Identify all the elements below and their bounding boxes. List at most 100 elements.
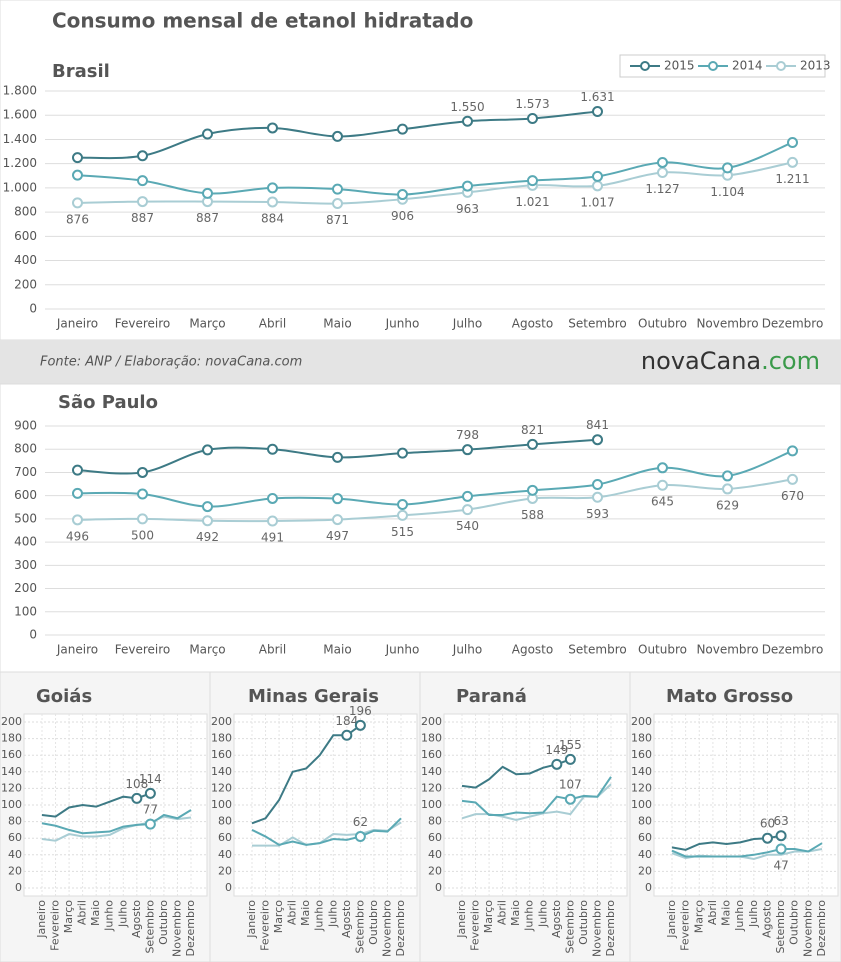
y-tick-label: 80 xyxy=(428,815,442,828)
y-tick-label: 200 xyxy=(14,581,37,595)
x-tick-label: Novembro xyxy=(170,900,183,957)
x-tick-label: Dezembro xyxy=(815,900,828,957)
y-tick-label: 900 xyxy=(14,419,37,433)
series-line xyxy=(77,141,793,196)
marker xyxy=(527,112,538,124)
x-tick-label: Novembro xyxy=(380,900,393,957)
chart: Paraná 0 20 40 60 80 100 120 140 160 180 200 Janeiro… xyxy=(421,686,628,957)
x-tick-label: Julho xyxy=(536,900,549,928)
x-tick-label: Junho xyxy=(385,317,420,331)
chart-title: Goiás xyxy=(36,686,92,707)
panel-brasil xyxy=(0,0,841,341)
marker xyxy=(787,473,798,485)
value-label: 62 xyxy=(353,815,368,829)
series-line xyxy=(77,161,793,205)
marker xyxy=(775,830,787,842)
marker xyxy=(131,792,143,804)
y-tick-label: 0 xyxy=(29,302,37,316)
x-tick-label: Outubro xyxy=(638,317,687,331)
x-tick-label: Maio xyxy=(720,900,733,926)
y-tick-label: 400 xyxy=(14,253,37,267)
value-label: 884 xyxy=(261,211,284,225)
x-tick-label: Fevereiro xyxy=(259,900,272,951)
x-tick-label: Outubro xyxy=(577,900,590,945)
y-tick-label: 600 xyxy=(14,488,37,502)
y-tick-label: 20 xyxy=(428,864,442,877)
y-tick-label: 200 xyxy=(14,277,37,291)
x-tick-label: Agosto xyxy=(340,900,353,938)
series-line xyxy=(41,809,192,835)
series-line xyxy=(251,817,402,846)
marker xyxy=(462,504,473,516)
x-tick-label: Outubro xyxy=(788,900,801,945)
footer-band xyxy=(0,340,841,384)
y-tick-label: 120 xyxy=(631,781,652,794)
value-label: 629 xyxy=(716,498,739,512)
value-label: 155 xyxy=(559,738,582,752)
x-tick-label: Maio xyxy=(509,900,522,926)
value-label: 821 xyxy=(521,423,544,437)
series-line xyxy=(41,815,192,842)
y-tick-label: 40 xyxy=(8,848,22,861)
y-tick-label: 100 xyxy=(14,604,37,618)
x-tick-label: Julho xyxy=(452,317,482,331)
value-label: 588 xyxy=(521,508,544,522)
value-label: 1.127 xyxy=(645,182,679,196)
value-label: 60 xyxy=(760,817,775,831)
value-label: 114 xyxy=(139,772,162,786)
y-tick-label: 60 xyxy=(8,831,22,844)
marker xyxy=(332,183,343,195)
marker xyxy=(332,493,343,505)
y-tick-label: 0 xyxy=(225,881,232,894)
value-label: 871 xyxy=(326,213,349,227)
value-label: 184 xyxy=(335,714,358,728)
value-label: 887 xyxy=(196,211,219,225)
marker xyxy=(267,182,278,194)
marker xyxy=(787,156,798,168)
value-label: 77 xyxy=(143,803,158,817)
marker xyxy=(202,187,213,199)
x-tick-label: Julho xyxy=(326,900,339,928)
value-label: 798 xyxy=(456,428,479,442)
legend-label: 2014 xyxy=(732,59,763,73)
x-tick-label: Março xyxy=(272,900,285,934)
marker xyxy=(267,443,278,455)
marker xyxy=(267,122,278,134)
y-tick-label: 100 xyxy=(211,798,232,811)
x-tick-label: Janeiro xyxy=(56,643,98,657)
x-tick-label: Junho xyxy=(733,900,746,932)
y-tick-label: 140 xyxy=(631,765,652,778)
marker xyxy=(397,509,408,521)
marker xyxy=(202,501,213,513)
value-label: 906 xyxy=(391,209,414,223)
y-tick-label: 100 xyxy=(631,798,652,811)
y-tick-label: 400 xyxy=(14,535,37,549)
x-tick-label: Abril xyxy=(259,643,286,657)
chart-title: Paraná xyxy=(456,686,527,707)
panel-sp xyxy=(0,383,841,673)
x-tick-label: Fevereiro xyxy=(469,900,482,951)
marker xyxy=(267,492,278,504)
x-tick-label: Abril xyxy=(286,900,299,925)
legend-marker xyxy=(776,61,786,71)
x-tick-label: Dezembro xyxy=(762,317,824,331)
marker xyxy=(564,793,576,805)
y-tick-label: 180 xyxy=(1,732,22,745)
value-label: 1.017 xyxy=(580,195,614,209)
marker xyxy=(462,180,473,192)
x-tick-label: Abril xyxy=(76,900,89,925)
x-tick-label: Julho xyxy=(452,643,482,657)
marker xyxy=(657,462,668,474)
marker xyxy=(722,162,733,174)
marker xyxy=(397,123,408,135)
value-label: 500 xyxy=(131,528,154,542)
marker xyxy=(462,490,473,502)
value-label: 540 xyxy=(456,519,479,533)
x-tick-label: Abril xyxy=(496,900,509,925)
y-tick-label: 1.200 xyxy=(3,156,37,170)
x-tick-label: Dezembro xyxy=(184,900,197,957)
marker xyxy=(72,464,83,476)
x-tick-label: Janeiro xyxy=(455,900,468,939)
marker xyxy=(72,197,83,209)
